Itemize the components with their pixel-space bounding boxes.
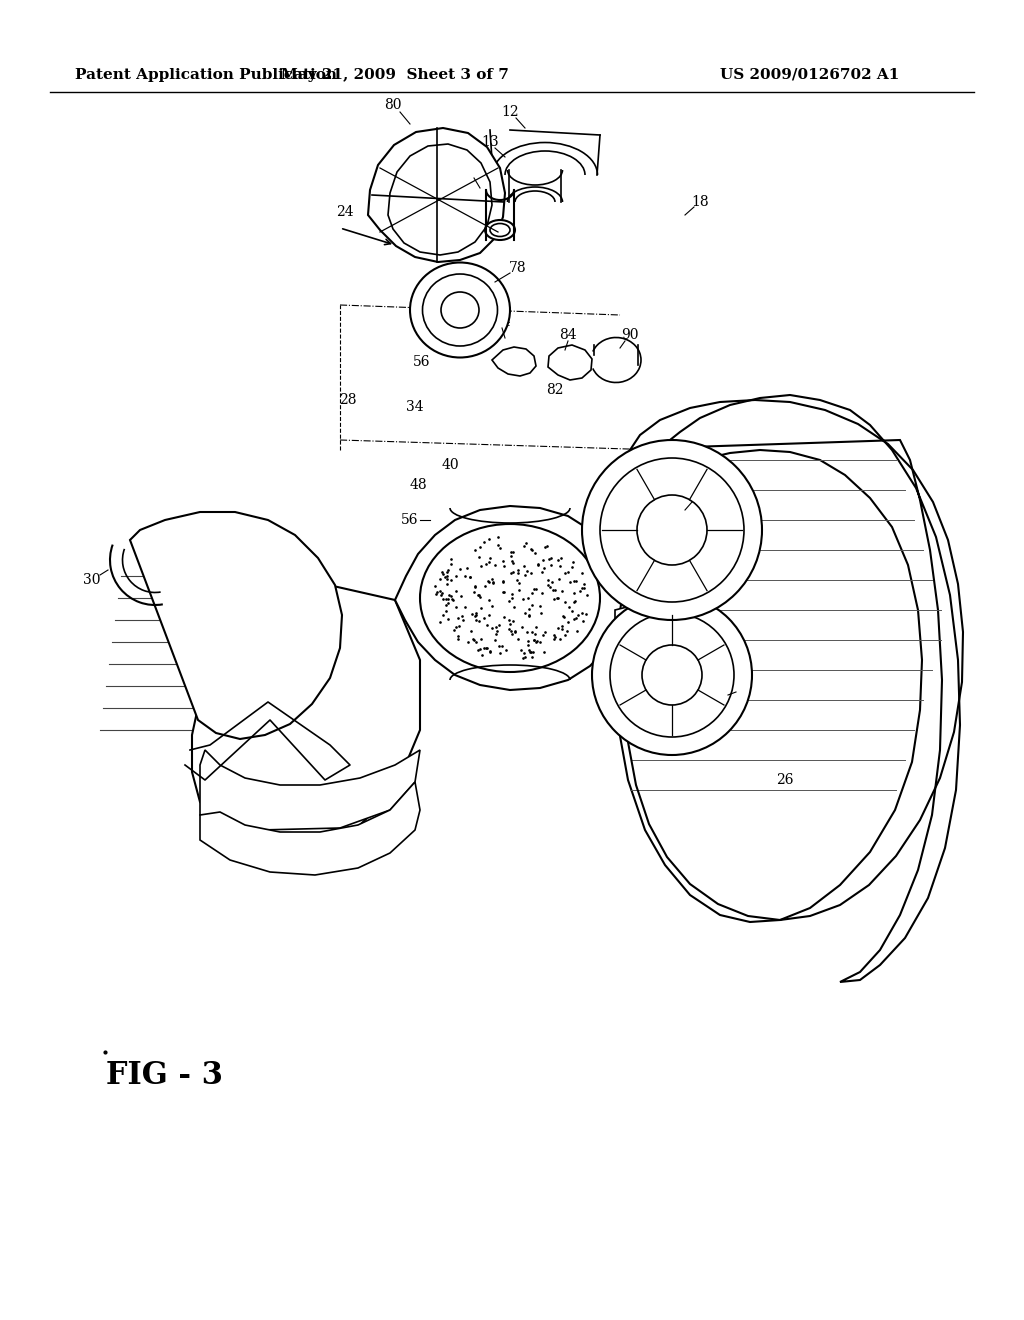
Text: 42: 42 (731, 685, 749, 700)
Ellipse shape (410, 263, 510, 358)
Text: 30: 30 (83, 573, 100, 587)
Text: 82: 82 (546, 383, 564, 397)
Text: 48: 48 (410, 478, 427, 492)
Text: 13: 13 (481, 135, 499, 149)
Text: 56: 56 (401, 513, 419, 527)
Text: 46: 46 (689, 492, 707, 507)
Ellipse shape (441, 292, 479, 327)
Text: 84: 84 (559, 327, 577, 342)
Text: 24: 24 (336, 205, 354, 219)
Polygon shape (548, 345, 592, 380)
Polygon shape (368, 128, 505, 261)
Circle shape (592, 595, 752, 755)
Text: 50: 50 (481, 553, 499, 568)
Text: 78: 78 (509, 261, 526, 275)
Polygon shape (130, 539, 420, 846)
Text: 18: 18 (691, 195, 709, 209)
Text: 34: 34 (407, 400, 424, 414)
Polygon shape (612, 445, 922, 921)
Text: 56: 56 (414, 355, 431, 370)
Ellipse shape (490, 223, 510, 236)
Text: 80: 80 (384, 98, 401, 112)
Text: 12: 12 (501, 106, 519, 119)
Text: 21: 21 (459, 165, 477, 180)
Text: US 2009/0126702 A1: US 2009/0126702 A1 (720, 69, 899, 82)
Text: May 21, 2009  Sheet 3 of 7: May 21, 2009 Sheet 3 of 7 (281, 69, 509, 82)
Circle shape (582, 440, 762, 620)
Text: Patent Application Publication: Patent Application Publication (75, 69, 337, 82)
Polygon shape (660, 395, 961, 982)
Ellipse shape (485, 220, 515, 240)
Polygon shape (130, 512, 342, 739)
Polygon shape (492, 347, 536, 376)
Polygon shape (395, 506, 622, 690)
Text: 26: 26 (776, 774, 794, 787)
Text: 90: 90 (622, 327, 639, 342)
Polygon shape (615, 601, 680, 671)
Text: 28: 28 (339, 393, 356, 407)
Polygon shape (200, 750, 420, 830)
Text: FIG - 3: FIG - 3 (106, 1060, 223, 1090)
Polygon shape (200, 781, 420, 875)
Text: 40: 40 (441, 458, 459, 473)
Text: 84: 84 (494, 315, 511, 329)
Ellipse shape (420, 524, 600, 672)
